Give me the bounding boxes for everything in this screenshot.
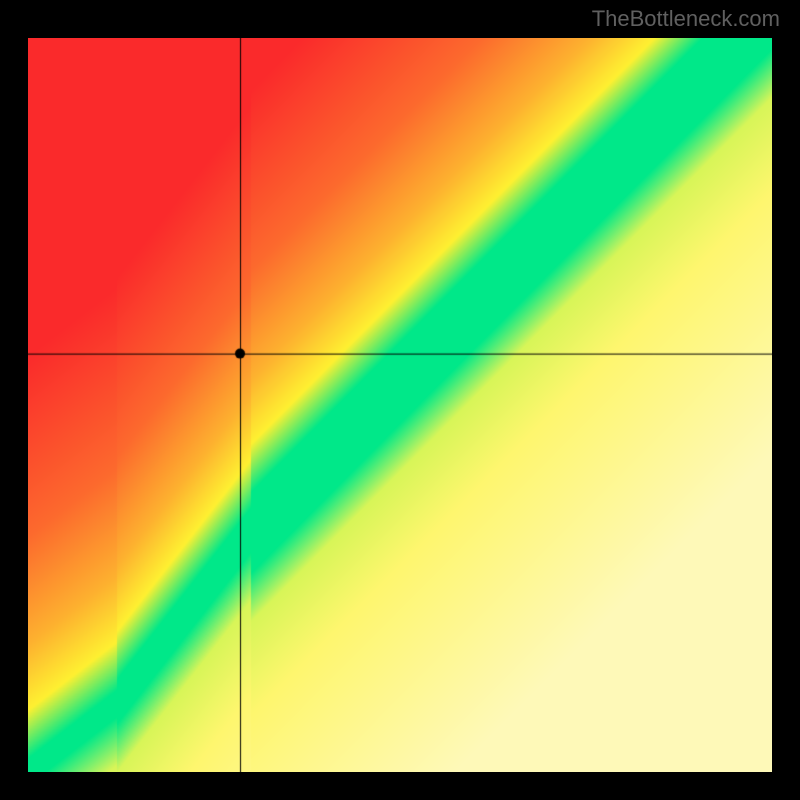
chart-container: TheBottleneck.com [0, 0, 800, 800]
heatmap-plot [28, 38, 772, 772]
watermark-text: TheBottleneck.com [592, 6, 780, 32]
heatmap-canvas [28, 38, 772, 772]
